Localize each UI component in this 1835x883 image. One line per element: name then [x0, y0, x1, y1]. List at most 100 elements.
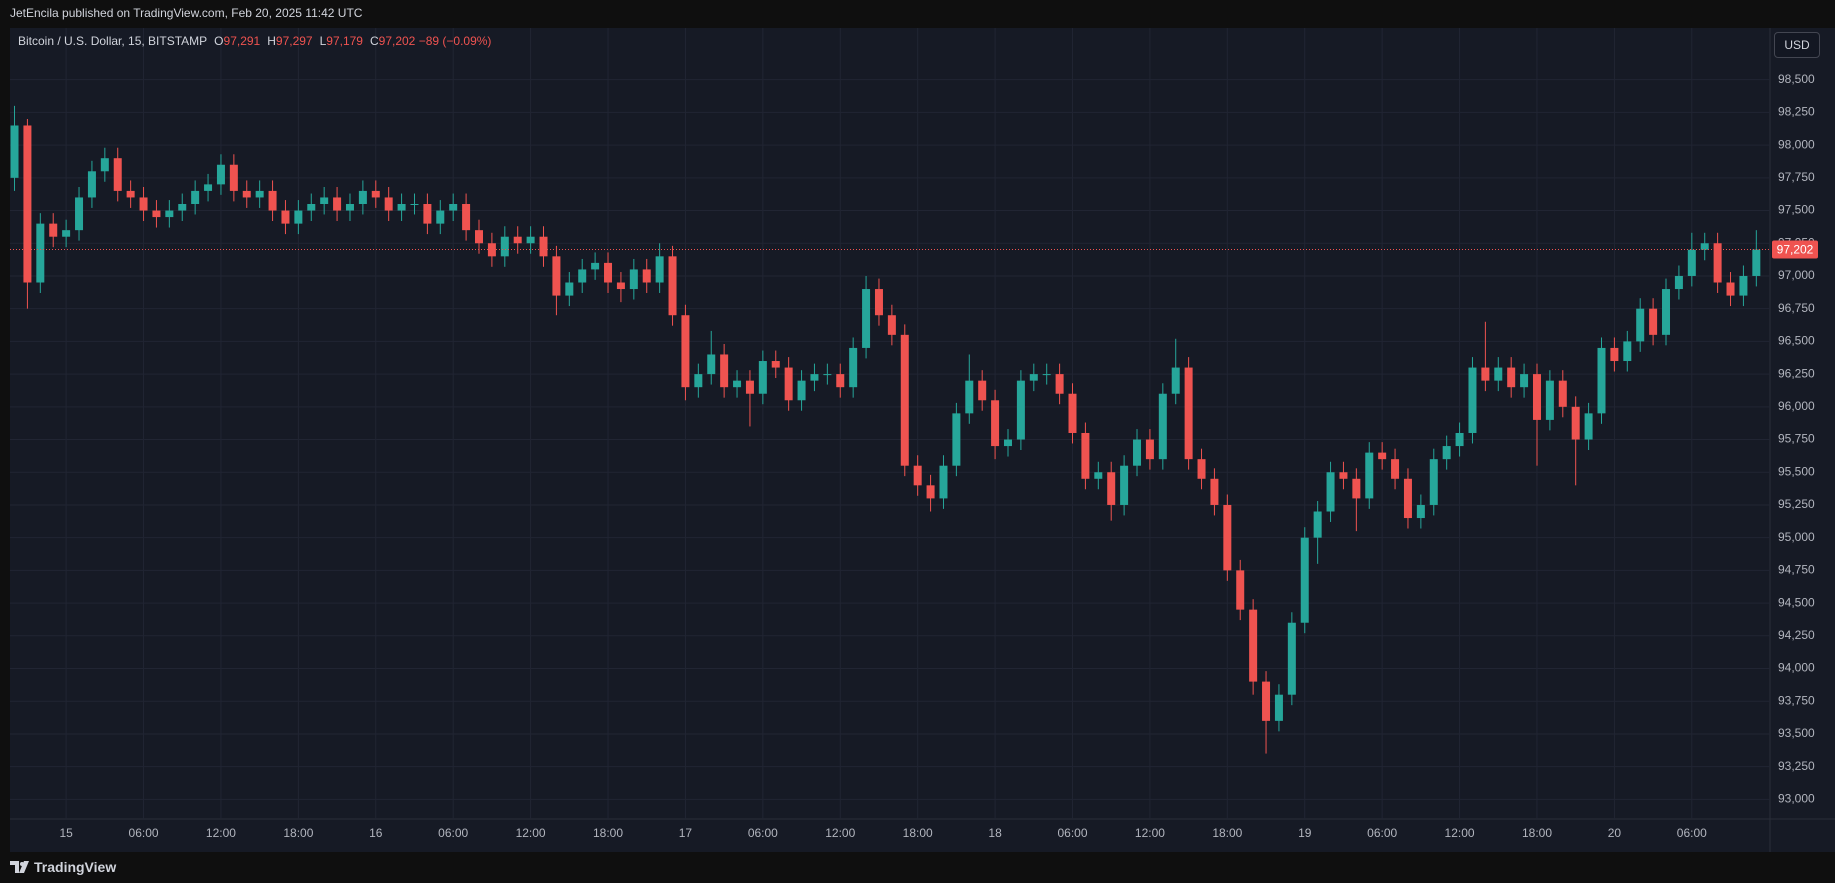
candle-body: [294, 210, 303, 224]
candle-body: [1597, 347, 1606, 414]
x-tick-label: 18:00: [1212, 826, 1242, 840]
candle-body: [1313, 511, 1322, 538]
candle-body: [152, 210, 161, 218]
candle-body: [100, 158, 109, 172]
candle-body: [578, 269, 587, 283]
x-tick-label: 18: [988, 826, 1002, 840]
candle-body: [10, 125, 19, 178]
candle-body: [1752, 249, 1761, 276]
candle-body: [229, 164, 238, 191]
candle-body: [1674, 275, 1683, 290]
candle-body: [1713, 243, 1722, 283]
candle-body: [1145, 439, 1154, 460]
candle-body: [720, 354, 729, 388]
candle-body: [810, 374, 819, 381]
candle-body: [745, 380, 754, 394]
x-tick-label: 18:00: [283, 826, 313, 840]
currency-button[interactable]: USD: [1774, 32, 1820, 58]
x-tick-label: 16: [369, 826, 383, 840]
candle-body: [1468, 367, 1477, 433]
candle-body: [358, 190, 367, 204]
candle-body: [178, 203, 187, 211]
candle-body: [1481, 367, 1490, 381]
y-tick-label: 94,000: [1778, 661, 1815, 675]
candle-body: [1558, 380, 1567, 407]
candle-body: [1081, 432, 1090, 479]
candle-body: [1520, 374, 1529, 388]
x-tick-label: 06:00: [1367, 826, 1397, 840]
y-tick-label: 93,750: [1778, 693, 1815, 707]
publisher-bar: JetEncila published on TradingView.com, …: [0, 0, 1835, 26]
y-tick-label: 94,250: [1778, 628, 1815, 642]
candle-body: [36, 223, 45, 283]
x-tick-label: 06:00: [1057, 826, 1087, 840]
y-tick-label: 97,000: [1778, 268, 1815, 282]
x-tick-label: 06:00: [748, 826, 778, 840]
candle-body: [1378, 452, 1387, 460]
y-tick-label: 96,250: [1778, 366, 1815, 380]
ohlc-key: H: [267, 34, 276, 48]
candle-body: [1003, 439, 1012, 447]
candle-body: [681, 315, 690, 388]
x-tick-label: 18:00: [903, 826, 933, 840]
candle-body: [1107, 472, 1116, 505]
candle-body: [255, 190, 264, 198]
candle-body: [1223, 504, 1232, 571]
candle-body: [1623, 341, 1632, 362]
x-tick-label: 06:00: [1677, 826, 1707, 840]
candle-body: [1687, 249, 1696, 276]
x-tick-label: 12:00: [825, 826, 855, 840]
y-tick-label: 97,500: [1778, 203, 1815, 217]
candle-body: [1636, 308, 1645, 342]
candle-body: [1042, 374, 1051, 376]
candle-body: [629, 269, 638, 290]
candle-body: [1584, 413, 1593, 440]
ohlc-value: 97,202: [378, 34, 416, 48]
symbol-title: Bitcoin / U.S. Dollar, 15, BITSTAMP: [18, 34, 208, 48]
x-tick-label: 15: [59, 826, 73, 840]
candle-body: [1274, 694, 1283, 721]
candle-body: [1610, 347, 1619, 362]
candle-body: [1197, 459, 1206, 479]
candle-body: [191, 190, 200, 204]
candle-body: [384, 197, 393, 211]
candle-body: [1571, 406, 1580, 440]
candle-body: [500, 236, 509, 257]
candle-body: [733, 380, 742, 388]
brand: TradingView: [34, 859, 117, 875]
candle-body: [62, 230, 71, 237]
candle-body: [874, 289, 883, 316]
candle-body: [75, 197, 84, 231]
ohlc-key: L: [319, 34, 327, 48]
y-tick-label: 95,500: [1778, 464, 1815, 478]
candle-body: [1133, 439, 1142, 466]
candle-body: [900, 334, 909, 466]
x-tick-label: 18:00: [593, 826, 623, 840]
candle-body: [991, 400, 1000, 447]
x-tick-label: 12:00: [516, 826, 546, 840]
candle-body: [487, 243, 496, 257]
candle-body: [242, 190, 251, 198]
candle-body: [1507, 367, 1516, 388]
candle-body: [771, 361, 780, 368]
candle-body: [1416, 504, 1425, 519]
ohlc-value: 97,291: [223, 34, 261, 48]
x-tick-label: 12:00: [1445, 826, 1475, 840]
x-tick-label: 20: [1608, 826, 1622, 840]
candle-body: [978, 380, 987, 401]
candle-body: [1158, 393, 1167, 460]
axis-background: [1770, 28, 1835, 852]
candle-body: [1068, 393, 1077, 433]
y-tick-label: 96,500: [1778, 334, 1815, 348]
candle-body: [113, 158, 122, 191]
candle-body: [410, 203, 419, 205]
candle-body: [1391, 459, 1400, 479]
candle-body: [1326, 472, 1335, 512]
y-tick-label: 96,000: [1778, 399, 1815, 413]
candle-body: [1300, 537, 1309, 623]
candle-body: [1726, 282, 1735, 296]
change: −89 (−0.09%): [418, 34, 492, 48]
candle-body: [436, 210, 445, 224]
candle-body: [371, 190, 380, 198]
candle-body: [797, 380, 806, 401]
